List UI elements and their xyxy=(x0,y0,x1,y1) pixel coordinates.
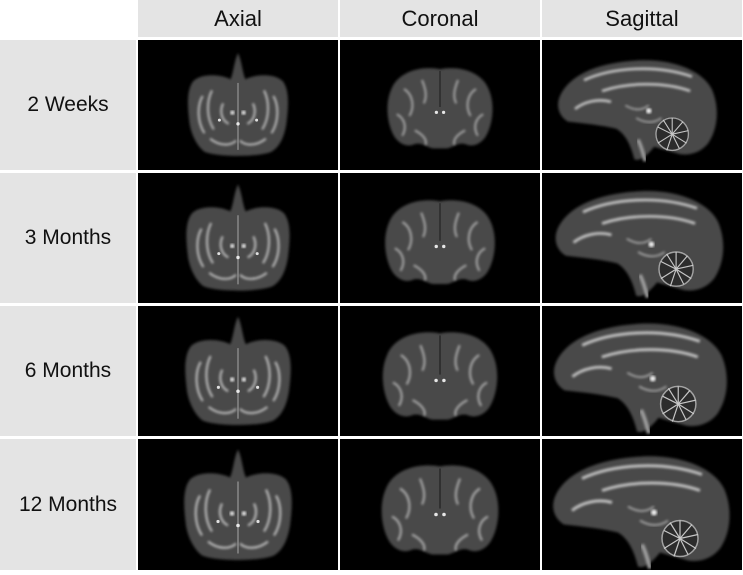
mri-coronal-12-months xyxy=(340,439,540,570)
row-header-12-months: 12 Months xyxy=(0,439,136,570)
column-header-axial: Axial xyxy=(138,0,338,37)
sagittal-slice-image xyxy=(542,439,742,570)
row-header-2-weeks: 2 Weeks xyxy=(0,40,136,170)
mri-axial-12-months xyxy=(138,439,338,570)
coronal-slice-image xyxy=(340,306,540,436)
mri-coronal-2-weeks xyxy=(340,40,540,170)
axial-slice-image xyxy=(138,306,338,436)
corner-cell xyxy=(0,0,136,37)
row-header-6-months: 6 Months xyxy=(0,306,136,436)
mri-sagittal-12-months xyxy=(542,439,742,570)
mri-coronal-6-months xyxy=(340,306,540,436)
sagittal-slice-image xyxy=(542,306,742,436)
coronal-slice-image xyxy=(340,173,540,303)
mri-axial-6-months xyxy=(138,306,338,436)
mri-sagittal-3-months xyxy=(542,173,742,303)
row-header-3-months: 3 Months xyxy=(0,173,136,303)
mri-sagittal-2-weeks xyxy=(542,40,742,170)
coronal-slice-image xyxy=(340,439,540,570)
column-header-coronal: Coronal xyxy=(340,0,540,37)
column-header-sagittal: Sagittal xyxy=(542,0,742,37)
mri-axial-3-months xyxy=(138,173,338,303)
mri-sagittal-6-months xyxy=(542,306,742,436)
mri-coronal-3-months xyxy=(340,173,540,303)
axial-slice-image xyxy=(138,439,338,570)
mri-axial-2-weeks xyxy=(138,40,338,170)
axial-slice-image xyxy=(138,40,338,170)
coronal-slice-image xyxy=(340,40,540,170)
axial-slice-image xyxy=(138,173,338,303)
sagittal-slice-image xyxy=(542,40,742,170)
sagittal-slice-image xyxy=(542,173,742,303)
